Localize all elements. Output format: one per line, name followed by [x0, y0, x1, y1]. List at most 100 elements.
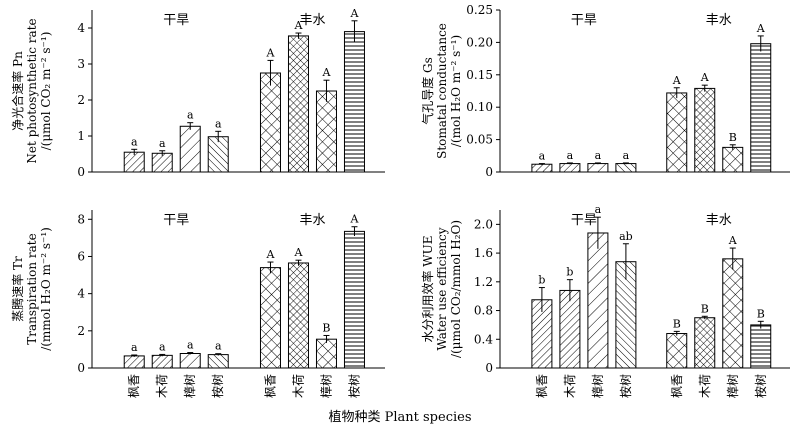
significance-letter: a [187, 339, 194, 352]
y-tick-label: 0.25 [466, 3, 493, 17]
y-axis-label-line: /(μmol CO₂ m⁻² s⁻¹) [39, 32, 53, 151]
significance-letter: B [322, 321, 330, 334]
significance-letter: ab [619, 230, 633, 243]
significance-letter: a [215, 117, 222, 130]
bar [179, 125, 201, 173]
significance-letter: a [567, 149, 574, 162]
significance-letter: a [159, 137, 166, 150]
bar [750, 43, 772, 173]
y-tick-label: 0.8 [474, 304, 493, 318]
y-axis-label: 气孔导度 GsStomatal conductance/(mol H₂O m⁻²… [420, 23, 463, 159]
y-tick-label: 0.4 [474, 332, 493, 346]
y-tick-label: 8 [77, 212, 85, 226]
y-axis-label-line: /(mmol H₂O m⁻² s⁻¹) [39, 227, 53, 351]
group-label: 丰水 [299, 213, 325, 228]
y-tick-label: 6 [77, 249, 85, 263]
y-tick-label: 1.6 [474, 246, 493, 260]
y-axis-label-line: Transpiration rate [25, 233, 39, 344]
bar [615, 163, 637, 173]
significance-letter: A [756, 22, 766, 35]
y-tick-label: 2.0 [474, 217, 493, 231]
y-tick-label: 0.10 [466, 100, 493, 114]
bar [559, 289, 581, 369]
y-tick-label: 2 [77, 324, 85, 338]
y-axis-label-line: 净光合速率 Pn [10, 51, 25, 131]
bar [343, 230, 365, 369]
significance-letter: A [349, 7, 359, 20]
bar [750, 324, 772, 369]
bar [179, 353, 201, 369]
significance-letter: a [131, 341, 138, 354]
significance-letter: a [131, 135, 138, 148]
y-tick-label: 3 [77, 57, 85, 71]
bar [666, 92, 688, 173]
bar [151, 354, 173, 369]
y-axis-label-line: Stomatal conductance [435, 23, 449, 159]
category-label: 樟树 [725, 374, 740, 398]
bar [694, 317, 716, 369]
category-label: 枫香 [262, 374, 277, 398]
category-label: 桉树 [210, 374, 225, 398]
significance-letter: A [265, 248, 275, 261]
bar [287, 262, 309, 369]
y-tick-label: 1.2 [474, 275, 493, 289]
y-tick-label: 0 [485, 165, 493, 179]
group-label: 丰水 [706, 13, 732, 28]
category-label: 木荷 [563, 374, 577, 398]
bar [694, 87, 716, 173]
y-tick-label: 0.15 [466, 68, 493, 82]
bar [666, 333, 688, 369]
y-axis-label-line: 气孔导度 Gs [420, 57, 435, 125]
significance-letter: a [623, 149, 630, 162]
significance-letter: A [293, 246, 303, 259]
bar [531, 163, 553, 173]
bar [315, 90, 337, 173]
significance-letter: B [757, 307, 765, 320]
significance-letter: a [159, 340, 166, 353]
significance-letter: A [321, 66, 331, 79]
y-axis-label-line: /(mol H₂O m⁻² s⁻¹) [449, 35, 463, 147]
significance-letter: a [187, 109, 194, 122]
y-axis-label: 蒸腾速率 TrTranspiration rate/(mmol H₂O m⁻² … [10, 227, 53, 351]
bar [151, 152, 173, 173]
y-axis-label: 净光合速率 PnNet photosynthetic rate/(μmol CO… [10, 18, 53, 163]
chart-panel-4: 0 0.4 0.8 1.2 1.6 2.0 水分利用效率 WUEWater use effi… [420, 203, 790, 398]
y-axis-label-line: Net photosynthetic rate [25, 18, 39, 163]
significance-letter: A [293, 19, 303, 32]
category-label: 枫香 [534, 374, 549, 398]
group-label: 干旱 [571, 13, 597, 28]
bar [343, 31, 365, 173]
significance-letter: b [538, 274, 545, 287]
significance-letter: b [566, 266, 573, 279]
significance-letter: A [700, 71, 710, 84]
bar [207, 354, 229, 369]
group-label: 干旱 [571, 213, 597, 228]
y-tick-label: 0 [77, 361, 85, 375]
y-axis-label-line: 蒸腾速率 Tr [10, 256, 25, 322]
y-axis-label-line: Water use efficiency [435, 227, 449, 350]
bar [123, 151, 145, 173]
category-label: 樟树 [318, 374, 333, 398]
category-label: 桉树 [753, 374, 768, 398]
bar [259, 267, 281, 369]
bar [559, 163, 581, 173]
x-axis-label: 植物种类 Plant species [328, 410, 471, 425]
group-label: 干旱 [163, 213, 189, 228]
category-label: 木荷 [698, 374, 712, 398]
y-axis-label-line: 水分利用效率 WUE [420, 235, 435, 342]
bar [722, 258, 744, 369]
significance-letter: a [595, 203, 602, 216]
y-tick-label: 0 [485, 361, 493, 375]
y-tick-label: 0.05 [466, 133, 493, 147]
y-tick-label: 1 [77, 129, 85, 143]
bar [587, 163, 609, 173]
bar [287, 35, 309, 173]
category-label: 桉树 [618, 374, 633, 398]
y-axis-label: 水分利用效率 WUEWater use efficiency/(μmol CO₂… [420, 220, 463, 358]
significance-letter: A [349, 213, 359, 226]
group-label: 丰水 [299, 13, 325, 28]
bar [587, 232, 609, 369]
category-label: 樟树 [182, 374, 197, 398]
category-label: 枫香 [669, 374, 684, 398]
